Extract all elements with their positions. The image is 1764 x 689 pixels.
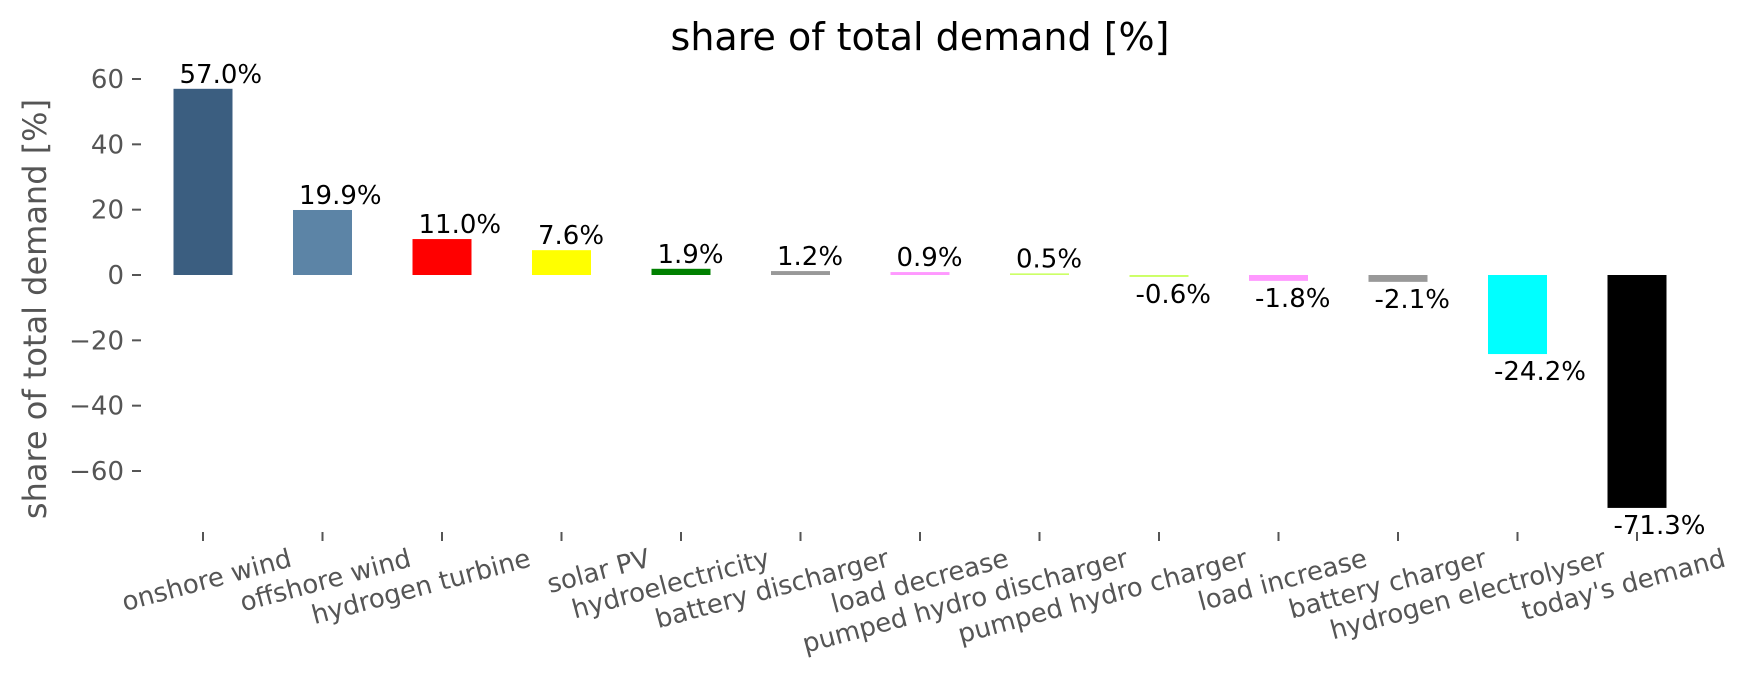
- y-tick-label: 20: [91, 196, 124, 226]
- bar: [1607, 275, 1667, 508]
- bar-value-label: -1.8%: [1255, 284, 1330, 314]
- y-tick-label: −20: [69, 326, 124, 356]
- bar-value-label: -2.1%: [1375, 285, 1450, 315]
- bar-value-label: 0.9%: [897, 243, 963, 273]
- bar: [771, 271, 830, 275]
- bar-value-label: 1.2%: [777, 242, 843, 272]
- y-tick-label: 60: [91, 65, 124, 95]
- bar-value-label: 1.9%: [658, 240, 724, 270]
- y-axis: 60 40 20 0 −20 −40 −60: [69, 65, 141, 487]
- bar: [293, 209, 352, 275]
- bar-value-label: -71.3%: [1614, 511, 1706, 541]
- bar: [1010, 273, 1069, 275]
- bar: [890, 272, 950, 275]
- bar: [1488, 275, 1547, 355]
- y-axis-label: share of total demand [%]: [16, 99, 54, 519]
- bar-value-label: 57.0%: [180, 60, 263, 90]
- bar-value-label: -24.2%: [1494, 357, 1586, 387]
- chart-title: share of total demand [%]: [671, 15, 1170, 59]
- y-tick-label: 40: [91, 130, 124, 160]
- bar: [1368, 275, 1428, 282]
- bar: [1129, 275, 1189, 277]
- bar-value-label: 11.0%: [419, 210, 502, 240]
- bar: [532, 250, 591, 275]
- bar: [651, 268, 711, 275]
- bar: [412, 239, 472, 275]
- bar-value-label: 7.6%: [538, 221, 604, 251]
- y-tick-label: 0: [107, 261, 124, 291]
- bar-value-label: 19.9%: [299, 181, 382, 211]
- bar: [1249, 275, 1308, 281]
- bars: 57.0% 19.9% 11.0% 7.6% 1.9% 1.2% 0.9% 0.5% -0.6%…: [173, 60, 1706, 541]
- y-tick-label: −40: [69, 392, 124, 422]
- bar: [173, 88, 233, 275]
- bar-value-label: 0.5%: [1016, 244, 1082, 274]
- y-tick-label: −60: [69, 457, 124, 487]
- bar-value-label: -0.6%: [1136, 280, 1211, 310]
